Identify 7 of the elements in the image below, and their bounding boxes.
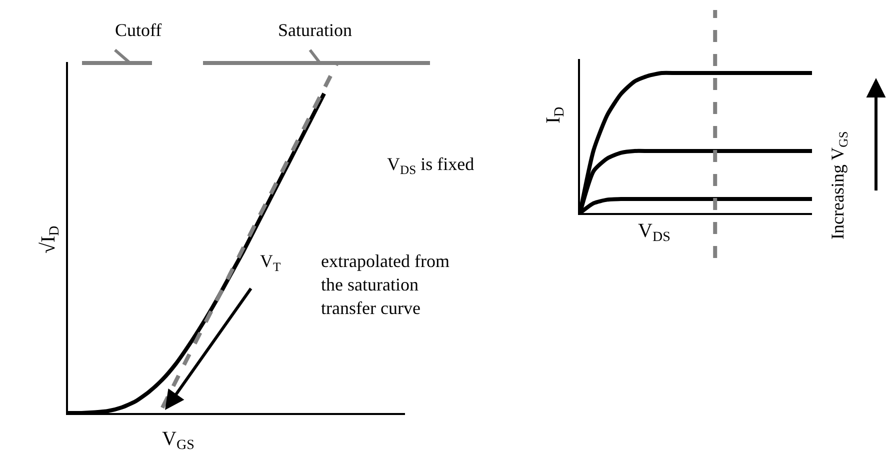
text: Cutoff: [115, 20, 162, 40]
annotation: V$_{DS}$ is fixed: [387, 154, 474, 177]
x-axis-title: V$_{GS}$: [162, 428, 194, 454]
annotation: extrapolated from the saturation transfer curve: [321, 251, 450, 318]
annotation: V$_{T}$: [260, 251, 281, 274]
x-axis-title: V$_{DS}$: [638, 220, 670, 246]
text: Saturation: [278, 20, 352, 40]
